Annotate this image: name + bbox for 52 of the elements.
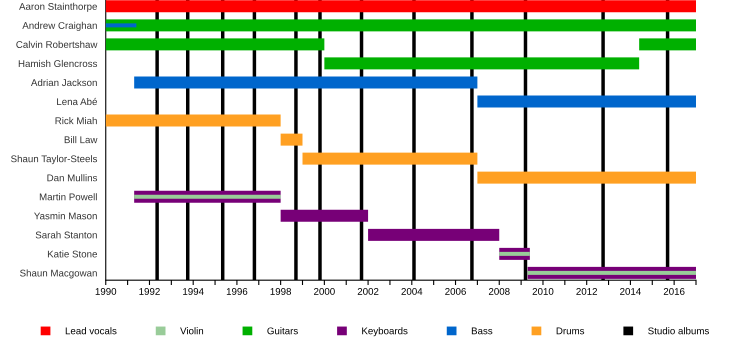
x-tick-label: 2014 bbox=[620, 288, 641, 295]
x-tick-label: 1998 bbox=[270, 288, 292, 295]
bar bbox=[106, 114, 281, 127]
x-tick-label: 2008 bbox=[488, 288, 510, 295]
y-tick-label: Martin Powell bbox=[40, 193, 97, 200]
bar bbox=[499, 252, 530, 256]
x-tick-label: 2004 bbox=[401, 288, 422, 295]
x-tick-label: 2010 bbox=[532, 288, 554, 295]
y-tick-label: Calvin Robertshaw bbox=[16, 40, 98, 48]
y-tick-label: Bill Law bbox=[64, 136, 98, 144]
bar bbox=[324, 57, 640, 70]
y-tick-label: Katie Stone bbox=[48, 250, 97, 258]
legend-label: Bass bbox=[472, 328, 492, 334]
y-tick-label: Aaron Stainthorpe bbox=[19, 2, 97, 12]
y-tick-label: Lena Abé bbox=[57, 98, 97, 106]
x-tick-label: 1992 bbox=[139, 288, 160, 295]
bar bbox=[477, 172, 696, 184]
y-tick-label: Adrian Jackson bbox=[30, 78, 97, 86]
legend-label: Guitars bbox=[267, 327, 298, 334]
bar bbox=[106, 0, 696, 12]
x-tick-label: 2006 bbox=[445, 288, 466, 295]
legend-label: Drums bbox=[556, 328, 584, 334]
x-tick-label: 2012 bbox=[576, 288, 598, 295]
y-tick-label: Andrew Craighan bbox=[22, 22, 97, 31]
bar bbox=[302, 152, 478, 165]
y-tick-label: Sarah Stanton bbox=[36, 231, 97, 238]
bar bbox=[368, 228, 500, 241]
y-tick-label: Dan Mullins bbox=[47, 174, 98, 182]
y-tick-label: Shaun Taylor-Steels bbox=[11, 155, 98, 164]
bar bbox=[477, 96, 696, 108]
x-tick-label: 1990 bbox=[96, 288, 116, 295]
y-tick-label: Shaun Macgowan bbox=[20, 269, 97, 278]
x-tick-label: 1994 bbox=[183, 288, 204, 295]
x-tick-label: 2016 bbox=[664, 288, 685, 295]
bar bbox=[280, 210, 368, 222]
legend-label: Keyboards bbox=[362, 327, 408, 336]
bar bbox=[134, 194, 281, 199]
legend-label: Studio albums bbox=[648, 327, 709, 334]
x-tick-label: 2002 bbox=[358, 288, 378, 295]
bar bbox=[639, 38, 696, 50]
y-tick-label: Rick Miah bbox=[56, 117, 97, 124]
bar bbox=[106, 19, 696, 32]
bar bbox=[134, 76, 478, 88]
legend-label: Lead vocals bbox=[66, 327, 117, 334]
legend-label: Violin bbox=[180, 327, 204, 334]
y-tick-label: Hamish Glencross bbox=[18, 60, 98, 68]
x-tick-label: 1996 bbox=[226, 288, 248, 295]
bar bbox=[280, 134, 302, 146]
bar bbox=[528, 270, 696, 275]
y-tick-label: Yasmin Mason bbox=[34, 212, 97, 220]
bar bbox=[106, 38, 324, 50]
x-tick-label: 2000 bbox=[314, 288, 335, 295]
